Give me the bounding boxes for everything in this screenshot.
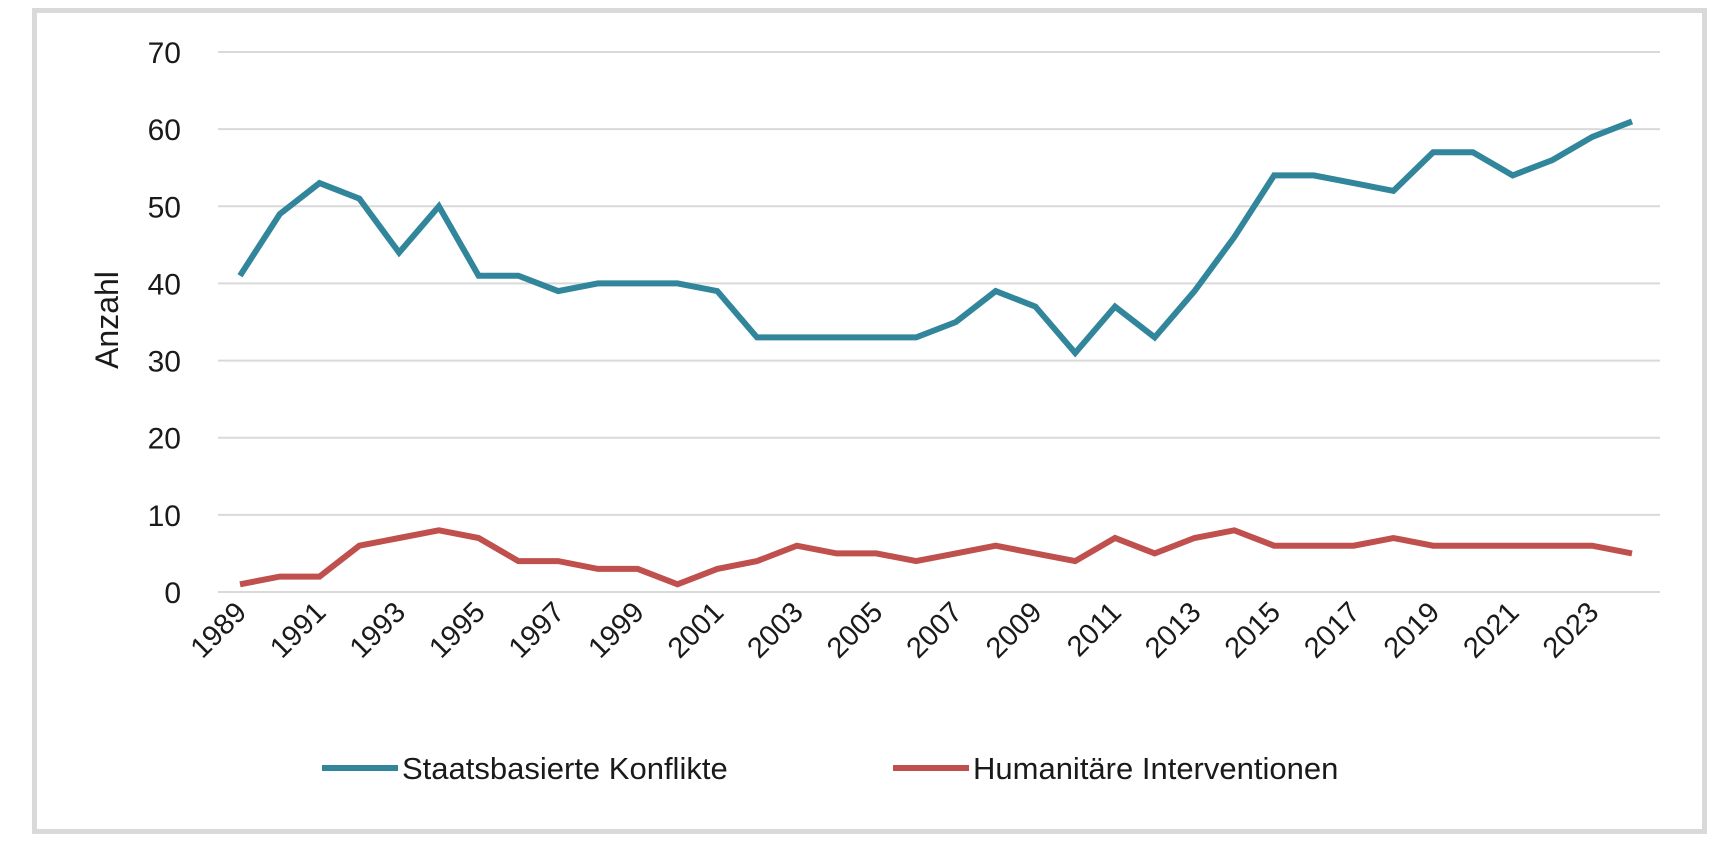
x-tick-label: 2005 [821,596,889,664]
x-tick-label: 1991 [264,596,332,664]
x-tick-label: 2009 [980,596,1048,664]
x-tick-label: 2017 [1298,596,1366,664]
legend-label: Staatsbasierte Konflikte [402,751,728,786]
y-tick-label: 50 [148,191,181,224]
x-tick-label: 2003 [742,596,810,664]
x-tick-label: 1993 [344,596,412,664]
x-tick-label: 2023 [1537,596,1605,664]
y-tick-label: 0 [164,577,181,610]
chart-frame [32,8,1707,834]
y-tick-label: 10 [148,500,181,533]
x-axis-ticks: 1989 1991 1993 1995 1997 1999 2001 2003 2005 2007… [185,596,1605,664]
y-axis-title: Anzahl [89,271,125,369]
series-line-1 [239,527,1633,588]
legend: Staatsbasierte Konflikte Humanitäre Inte… [322,751,1338,786]
y-tick-label: 40 [148,268,181,301]
x-tick-label: 2013 [1139,596,1207,664]
x-tick-label: 1989 [185,596,253,664]
series-lines [237,118,1634,588]
x-tick-label: 2021 [1457,596,1525,664]
x-tick-label: 2001 [662,596,730,664]
x-tick-label: 2019 [1378,596,1446,664]
gridlines [218,51,1660,593]
legend-item-staatsbasierte-konflikte: Staatsbasierte Konflikte [322,751,728,786]
x-tick-label: 2015 [1219,596,1287,664]
x-tick-label: 1995 [423,596,491,664]
x-tick-label: 1999 [582,596,650,664]
x-tick-label: 1997 [503,596,571,664]
x-tick-label: 2007 [901,596,969,664]
y-tick-label: 70 [148,37,181,70]
y-tick-label: 30 [148,346,181,379]
legend-item-humanitaere-interventionen: Humanitäre Interventionen [893,751,1338,786]
x-tick-label: 2011 [1061,596,1128,663]
y-tick-label: 20 [148,423,181,456]
y-axis-ticks: 0 10 20 30 40 50 60 70 [148,37,181,610]
legend-label: Humanitäre Interventionen [973,751,1338,786]
series-line-0 [237,118,1634,358]
y-tick-label: 60 [148,114,181,147]
